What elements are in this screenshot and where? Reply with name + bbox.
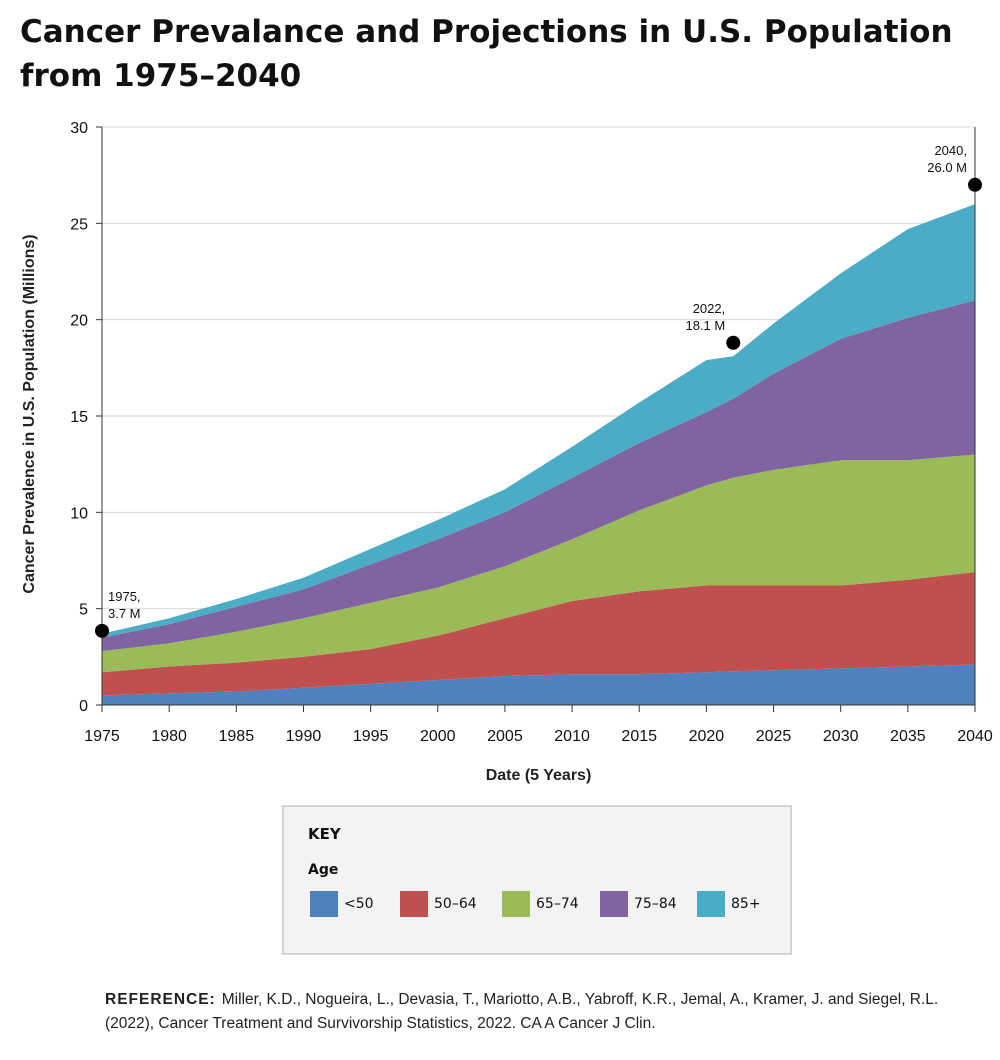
area-series-75–84 [102, 300, 975, 652]
legend-item-under-50: <50 [310, 891, 374, 917]
x-tick-label: 2025 [756, 728, 792, 745]
x-tick-label: 1985 [219, 728, 255, 745]
y-tick-label: 10 [70, 505, 88, 522]
annotation-label-line1: 2040, [934, 143, 967, 158]
y-tick-label: 5 [79, 602, 88, 619]
x-tick-label: 2005 [487, 728, 523, 745]
x-tick-label: 2015 [621, 728, 657, 745]
legend-label: 85+ [731, 896, 761, 912]
area-series-50–64 [102, 572, 975, 696]
area-series-65–74 [102, 454, 975, 673]
legend-swatch [697, 891, 725, 917]
annotation-label-line2: 3.7 M [108, 606, 141, 621]
x-tick-label: 2010 [554, 728, 590, 745]
legend-subtitle: Age [308, 862, 339, 878]
x-tick-label: 2000 [420, 728, 456, 745]
legend-item-65-74: 65–74 [502, 891, 579, 917]
legend-label: 65–74 [536, 896, 579, 912]
legend-item-85-plus: 85+ [697, 891, 761, 917]
x-tick-label: 2030 [823, 728, 859, 745]
annotation-dot [726, 335, 741, 350]
x-axis-label: Date (5 Years) [486, 767, 592, 784]
y-tick-label: 0 [79, 698, 88, 715]
legend-swatch [600, 891, 628, 917]
y-tick-label: 15 [70, 409, 88, 426]
annotation-label-line1: 1975, [108, 589, 141, 604]
legend-swatch [310, 891, 338, 917]
area-series-85+ [102, 204, 975, 638]
y-axis-label: Cancer Prevalence in U.S. Population (Mi… [21, 234, 38, 593]
legend-label: 50–64 [434, 896, 477, 912]
annotation-dot [95, 623, 109, 638]
x-tick-label: 1980 [151, 728, 187, 745]
annotation-label-line1: 2022, [693, 301, 726, 316]
x-tick-label: 2035 [890, 728, 926, 745]
area-series-<50 [102, 664, 975, 705]
y-tick-label: 25 [70, 216, 88, 233]
reference-heading: REFERENCE: [105, 991, 216, 1008]
reference-text: Miller, K.D., Nogueira, L., Devasia, T.,… [105, 991, 939, 1032]
legend-label: 75–84 [634, 896, 677, 912]
annotation-label-line2: 18.1 M [685, 318, 725, 333]
x-tick-label: 2020 [689, 728, 725, 745]
annotation-label-line2: 26.0 M [927, 160, 967, 175]
legend-swatch [400, 891, 428, 917]
x-tick-label: 1995 [353, 728, 389, 745]
chart-title: Cancer Prevalance and Projections in U.S… [20, 14, 953, 94]
reference-note: REFERENCE: Miller, K.D., Nogueira, L., De… [105, 988, 965, 1036]
x-tick-label: 1990 [286, 728, 322, 745]
x-tick-label: 2040 [957, 728, 993, 745]
legend-label: <50 [344, 896, 374, 912]
legend-item-75-84: 75–84 [600, 891, 677, 917]
y-tick-label: 20 [70, 313, 88, 330]
y-tick-label: 30 [70, 120, 88, 137]
annotation-dot [968, 177, 982, 192]
legend-item-50-64: 50–64 [400, 891, 477, 917]
legend-title: KEY [308, 825, 341, 843]
legend-box: KEY Age <50 50–64 65–74 75–84 85+ [282, 805, 792, 955]
legend-swatch [502, 891, 530, 917]
x-tick-label: 1975 [84, 728, 120, 745]
